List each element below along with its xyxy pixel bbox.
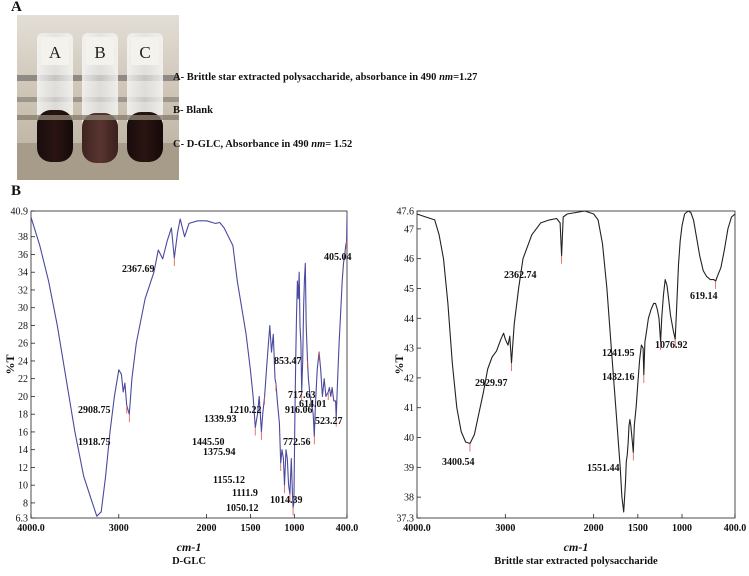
y-tick-label: 37.3 — [397, 514, 415, 525]
y-tick-label: 38 — [404, 493, 414, 504]
peak-label: 619.14 — [690, 291, 718, 302]
x-axis-label: cm-1 — [177, 540, 202, 554]
spectrum-line — [30, 217, 348, 517]
y-tick-label: 26 — [18, 339, 28, 350]
peak-label: 1445.50 — [192, 437, 225, 448]
x-tick-label: 2000 — [197, 523, 217, 534]
peak-label: 3400.54 — [442, 457, 475, 468]
x-tick-label: 1500 — [240, 523, 260, 534]
panel-b-letter: B — [11, 183, 22, 199]
peak-label: 405.04 — [324, 252, 352, 263]
legend-line-b: B- Blank — [173, 105, 213, 116]
panel-a-letter: A — [11, 0, 22, 15]
y-tick-label: 16 — [18, 427, 28, 438]
peak-label: 916.06 — [285, 405, 313, 416]
peak-label: 2929.97 — [475, 378, 508, 389]
y-tick-label: 38 — [18, 232, 28, 243]
peak-label: 853.47 — [274, 356, 302, 367]
x-tick-label: 1500 — [628, 523, 648, 534]
y-tick-label: 28 — [18, 321, 28, 332]
peak-label: 614.01 — [299, 399, 327, 410]
x-axis-label: cm-1 — [564, 540, 589, 554]
x-tick-label: 3000 — [495, 523, 515, 534]
peak-label: 1551.44 — [587, 463, 620, 474]
ftir-chart-d-glc: 6.3 8 10 12 14 16 18 20 22 24 26 28 30 32 34 36 38 40.9 40… — [3, 207, 359, 568]
tube-label-b: B — [94, 43, 105, 62]
spectrum-line — [416, 210, 736, 513]
x-tick-label: 400.0 — [724, 523, 747, 534]
peak-label: 772.56 — [283, 437, 311, 448]
x-tick-label: 1000 — [284, 523, 304, 534]
y-tick-label: 47 — [404, 224, 414, 235]
x-tick-label: 4000.0 — [403, 523, 431, 534]
y-tick-label: 34 — [18, 268, 28, 279]
y-tick-label: 41 — [404, 403, 414, 414]
peak-label: 523.27 — [315, 416, 343, 427]
peak-label: 2367.69 — [122, 264, 155, 275]
y-tick-label: 22 — [18, 374, 28, 385]
y-tick-label: 24 — [18, 356, 28, 367]
y-tick-label: 44 — [404, 314, 414, 325]
y-tick-label: 39 — [404, 463, 414, 474]
plot-frame — [416, 210, 736, 519]
peak-label: 2908.75 — [78, 405, 111, 416]
peak-label: 717.63 — [288, 390, 316, 401]
x-tick-label: 400.0 — [336, 523, 359, 534]
x-tick-label: 4000.0 — [17, 523, 45, 534]
chart-title: D-GLC — [172, 556, 206, 567]
plot-frame — [30, 210, 348, 519]
y-tick-label: 43 — [404, 344, 414, 355]
peak-label: 1050.12 — [226, 503, 259, 514]
y-tick-label: 12 — [18, 463, 28, 474]
y-tick-label: 14 — [18, 445, 28, 456]
tube-label-a: A — [49, 43, 62, 62]
peak-label: 1111.9 — [232, 488, 258, 499]
peak-label: 1014.39 — [270, 495, 303, 506]
tube-label-c: C — [139, 43, 150, 62]
y-tick-label: 40 — [404, 433, 414, 444]
y-tick-label: 47.6 — [397, 207, 415, 218]
y-tick-label: 46 — [404, 254, 414, 265]
y-tick-label: 8 — [23, 498, 28, 509]
y-tick-label: 36 — [18, 250, 28, 261]
y-tick-label: 40.9 — [11, 207, 29, 218]
peak-label: 1918.75 — [78, 437, 111, 448]
y-tick-label: 45 — [404, 284, 414, 295]
ftir-chart-polysaccharide: 37.3 38 39 40 41 42 43 44 45 46 47 47.6 4000.0 3000 20… — [392, 207, 747, 568]
y-tick-label: 42 — [404, 373, 414, 384]
x-tick-label: 3000 — [109, 523, 129, 534]
peak-label: 1155.12 — [213, 475, 245, 486]
peak-label: 2362.74 — [504, 270, 537, 281]
peak-label: 1339.93 — [204, 414, 237, 425]
peak-label: 1076.92 — [655, 340, 688, 351]
y-tick-label: 6.3 — [16, 514, 29, 525]
y-tick-label: 18 — [18, 410, 28, 421]
test-tubes-photo: A B C — [17, 15, 179, 180]
y-tick-label: 32 — [18, 285, 28, 296]
y-axis-label: %T — [3, 354, 17, 374]
peak-label: 1241.95 — [602, 348, 635, 359]
legend-line-a: A- Brittle star extracted polysaccharide… — [173, 72, 478, 83]
peak-label: 1432.16 — [602, 372, 635, 383]
y-tick-label: 20 — [18, 392, 28, 403]
peak-label: 1210.22 — [229, 405, 262, 416]
x-tick-label: 1000 — [672, 523, 692, 534]
y-tick-label: 30 — [18, 303, 28, 314]
x-tick-label: 2000 — [584, 523, 604, 534]
peak-label: 1375.94 — [203, 447, 236, 458]
y-axis-label: %T — [392, 354, 406, 374]
chart-title: Brittle star extracted polysaccharide — [494, 556, 658, 567]
y-tick-label: 10 — [18, 481, 28, 492]
legend-line-c: C- D-GLC, Absorbance in 490 nm= 1.52 — [173, 139, 353, 150]
